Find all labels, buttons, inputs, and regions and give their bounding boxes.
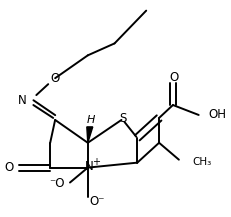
- Text: S: S: [118, 112, 126, 125]
- Text: ⁻O: ⁻O: [49, 177, 65, 190]
- Polygon shape: [86, 127, 92, 143]
- Text: O⁻: O⁻: [89, 195, 105, 208]
- Text: +: +: [91, 157, 99, 167]
- Text: N: N: [84, 160, 93, 173]
- Text: N: N: [18, 94, 26, 107]
- Text: H: H: [86, 115, 94, 125]
- Text: OH: OH: [208, 108, 226, 122]
- Text: O: O: [169, 71, 178, 84]
- Text: O: O: [50, 72, 60, 85]
- Text: O: O: [4, 161, 13, 174]
- Text: CH₃: CH₃: [192, 157, 211, 167]
